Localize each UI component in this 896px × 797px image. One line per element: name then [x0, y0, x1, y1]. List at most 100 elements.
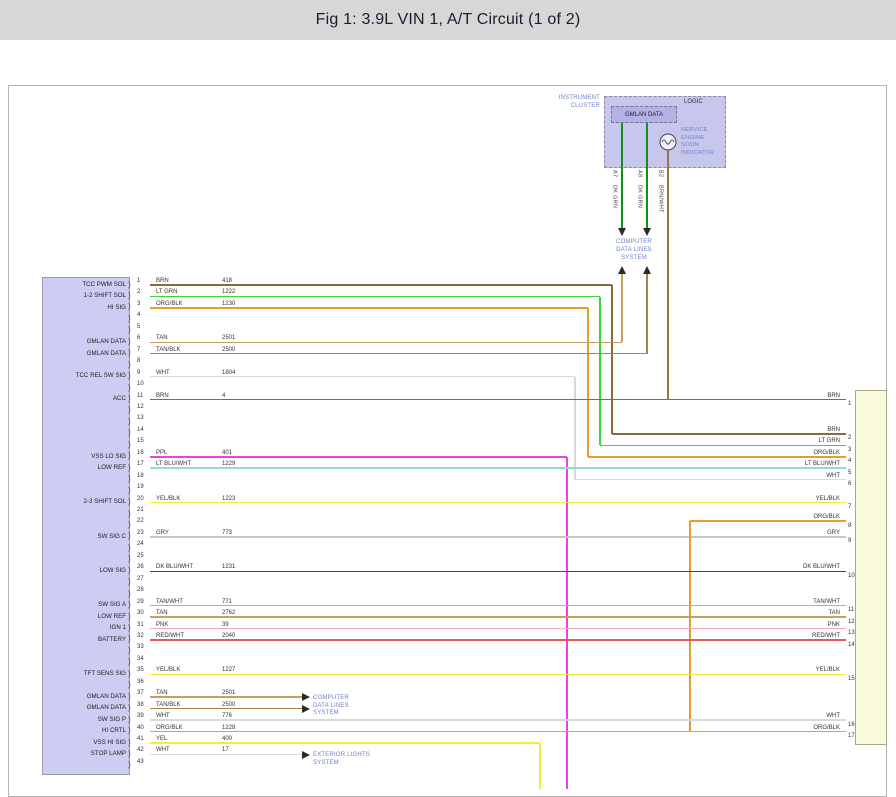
- wire-color-label: LT BLU/WHT: [156, 461, 192, 468]
- cluster-pin-id: A8: [636, 170, 643, 178]
- circuit-number: 1227: [222, 667, 236, 674]
- right-wire-label: ORG/BLK: [813, 449, 840, 456]
- left-pin-mark: ): [128, 657, 131, 667]
- left-pin-number: 16: [137, 449, 144, 456]
- right-connector-block: [855, 390, 887, 745]
- wire-color-label: YEL/BLK: [156, 495, 181, 502]
- left-pin-mark: ): [128, 508, 131, 518]
- left-pin-mark: ): [128, 645, 131, 655]
- wire-tanwht-771: [150, 604, 846, 607]
- figure-title-bar: Fig 1: 3.9L VIN 1, A/T Circuit (1 of 2): [0, 0, 896, 40]
- indicator-bulb-icon: [659, 133, 677, 151]
- left-pin-number: 21: [137, 507, 144, 513]
- left-pin-number: 18: [137, 472, 144, 479]
- circuit-number: 17: [222, 747, 229, 754]
- wire-brn-418: [150, 284, 612, 286]
- left-pin-mark: ): [128, 634, 131, 644]
- left-signal-sw-sig-p: SW SIG P: [97, 715, 126, 723]
- wire-ltgrn-1222: [599, 296, 601, 446]
- left-pin-number: 4: [137, 312, 141, 319]
- cdl-top-line3: SYSTEM: [621, 255, 647, 261]
- left-signal-gmlan-data: GMLAN DATA: [86, 704, 126, 712]
- left-pin-mark: ): [128, 485, 131, 495]
- left-pin-number: 42: [137, 747, 144, 754]
- right-wire-label: TAN: [828, 610, 840, 617]
- left-pin-mark: ): [128, 588, 131, 598]
- wire-orgblk-1230: [588, 456, 846, 458]
- right-pin-number: 6: [848, 481, 852, 488]
- right-pin-number: 16: [848, 721, 855, 728]
- wire-cluster-b2-brnwht: [667, 150, 669, 400]
- wire-wht-17: [150, 753, 302, 756]
- ses-line-1: SERVICE: [681, 127, 708, 133]
- wire-color-label: TAN: [156, 610, 168, 617]
- left-pin-mark: ): [128, 462, 131, 472]
- wire-color-label: BRN: [156, 392, 169, 399]
- wire-color-label: TAN/BLK: [156, 346, 181, 353]
- wire-wht-776: [150, 719, 846, 721]
- wire-color-label: ORG/BLK: [156, 724, 183, 731]
- wire-tanblk-2500: [150, 352, 647, 355]
- left-pin-number: 17: [137, 461, 144, 468]
- right-wire-label: WHT: [826, 472, 840, 479]
- left-pin-mark: ): [128, 348, 131, 358]
- circuit-number: 418: [222, 278, 233, 284]
- left-signal-2-3-shift-sol: 2-3 SHIFT SOL: [83, 498, 126, 506]
- left-signal-acc: ACC: [112, 395, 126, 403]
- left-pin-number: 23: [137, 529, 144, 536]
- wire-color-label: GRY: [156, 529, 169, 536]
- wire-color-label: DK BLU/WHT: [156, 564, 194, 571]
- left-pin-mark: ): [128, 714, 131, 724]
- left-signal-ign-1: IGN 1: [109, 624, 126, 632]
- circuit-number: 1231: [222, 564, 236, 571]
- left-signal-gmlan-data: GMLAN DATA: [86, 693, 126, 700]
- left-pin-number: 27: [137, 575, 144, 582]
- left-pin-mark: ): [128, 737, 131, 747]
- left-pin-number: 36: [137, 678, 144, 685]
- circuit-number: 2501: [222, 690, 236, 697]
- left-pin-mark: ): [128, 554, 131, 564]
- wire-color-label: YEL: [156, 736, 168, 742]
- wire-color-label: PNK: [156, 621, 169, 628]
- left-pin-mark: ): [128, 474, 131, 484]
- left-pin-mark: ): [128, 302, 131, 312]
- wire-tan-2501: [150, 341, 622, 344]
- wire-gry-773: [150, 536, 846, 538]
- left-pin-number: 25: [137, 552, 144, 559]
- right-pin-number: 7: [848, 504, 852, 511]
- left-pin-mark: ): [128, 519, 131, 529]
- left-pin-mark: ): [128, 359, 131, 369]
- left-pin-mark: ): [128, 405, 131, 415]
- left-pin-number: 31: [137, 621, 144, 628]
- wire-wht-1804: [150, 375, 575, 378]
- wire-redwht-2040: [150, 639, 846, 641]
- computer-data-lines-label-mid: COMPUTER DATA LINES SYSTEM: [313, 695, 349, 718]
- wire-arrow-up: [643, 266, 651, 274]
- wire-color-label: ORG/BLK: [156, 300, 183, 307]
- right-wire-label: BRN: [827, 392, 840, 399]
- circuit-number: 1230: [222, 300, 236, 307]
- wire-orgblk-1230: [587, 307, 589, 457]
- left-pin-number: 10: [137, 381, 144, 388]
- circuit-number: 401: [222, 449, 233, 456]
- wire-arrow-down: [618, 228, 626, 236]
- left-pin-number: 13: [137, 415, 144, 422]
- left-pin-mark: ): [128, 428, 131, 438]
- left-pin-mark: ): [128, 623, 131, 632]
- wire-cluster-a7-dkgrn: [621, 123, 623, 228]
- instrument-cluster-label-line1: INSTRUMENT: [558, 95, 600, 101]
- left-pin-number: 24: [137, 541, 144, 548]
- wire-ppl-401: [566, 456, 568, 789]
- wire-orgblk-pin8-branch: [689, 521, 691, 732]
- right-pin-number: 4: [848, 458, 852, 465]
- right-wire-label: BRN: [827, 426, 840, 433]
- left-pin-mark: ): [128, 497, 131, 507]
- wire-orgblk-1228: [150, 730, 846, 733]
- circuit-number: 2500: [222, 701, 236, 708]
- wire-color-label: LT GRN: [156, 289, 178, 296]
- left-signal-tft-sens-sig: TFT SENS SIG: [83, 670, 126, 678]
- wire-arrow-up: [618, 266, 626, 274]
- left-pin-mark: ): [128, 726, 131, 736]
- gmlan-data-box: GMLAN DATA: [611, 106, 677, 123]
- left-pin-number: 33: [137, 644, 144, 651]
